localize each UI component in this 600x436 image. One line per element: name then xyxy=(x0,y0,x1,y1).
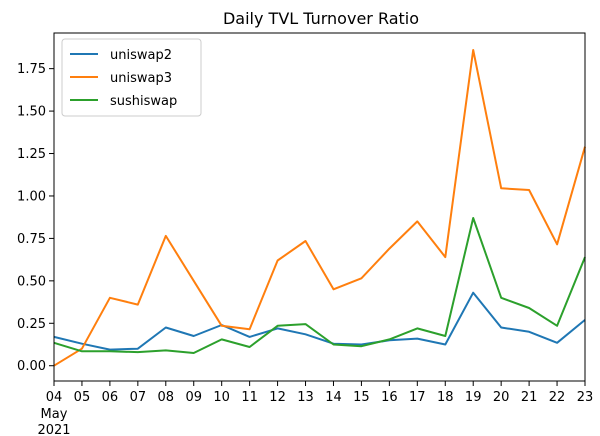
x-tick-label: 09 xyxy=(185,390,202,405)
y-tick-label: 1.00 xyxy=(17,189,46,204)
x-tick-label: 21 xyxy=(521,390,538,405)
chart-title: Daily TVL Turnover Ratio xyxy=(223,9,419,28)
y-tick-label: 0.50 xyxy=(17,274,46,289)
x-tick-label: 17 xyxy=(409,390,426,405)
series-lines xyxy=(53,49,586,367)
x-tick-label: 15 xyxy=(353,390,370,405)
x-tick-label: 23 xyxy=(577,390,594,405)
x-tick-label: 12 xyxy=(269,390,286,405)
y-tick-label: 1.50 xyxy=(17,105,46,120)
y-tick-label: 0.25 xyxy=(17,317,46,332)
x-tick-label: 10 xyxy=(213,390,230,405)
legend-box xyxy=(61,38,202,117)
y-tick-label: 1.25 xyxy=(17,147,46,162)
x-tick-label: 06 xyxy=(102,390,119,405)
x-tick-sublabel: 2021 xyxy=(37,423,70,436)
legend: uniswap2 uniswap3 sushiswap xyxy=(61,38,202,117)
series-line-uniswap3 xyxy=(53,49,586,367)
x-tick-label: 07 xyxy=(130,390,147,405)
axes: 0.00 0.25 0.50 0.75 1.00 1.25 1.50 1.75 04 05 06 07… xyxy=(17,32,594,436)
x-tick-label: 13 xyxy=(297,390,314,405)
x-tick-label: 11 xyxy=(241,390,258,405)
legend-label-uniswap3: uniswap3 xyxy=(110,71,172,86)
x-tick-label: 19 xyxy=(465,390,482,405)
x-tick-label: 18 xyxy=(437,390,454,405)
y-tick-label: 1.75 xyxy=(17,62,46,77)
x-tick-label: 05 xyxy=(74,390,91,405)
series-line-sushiswap xyxy=(53,217,586,354)
x-tick-label: 22 xyxy=(549,390,566,405)
legend-label-uniswap2: uniswap2 xyxy=(110,48,172,63)
plot-frame xyxy=(53,32,586,382)
y-tick-label: 0.00 xyxy=(17,359,46,374)
x-tick-label: 14 xyxy=(325,390,342,405)
x-tick-label: 04 xyxy=(46,390,63,405)
x-tick-label: 20 xyxy=(493,390,510,405)
series-line-uniswap2 xyxy=(53,291,586,351)
x-tick-label: 16 xyxy=(381,390,398,405)
x-tick-sublabel: May xyxy=(41,407,68,422)
x-tick-label: 08 xyxy=(158,390,175,405)
legend-label-sushiswap: sushiswap xyxy=(110,94,177,109)
y-tick-label: 0.75 xyxy=(17,232,46,247)
